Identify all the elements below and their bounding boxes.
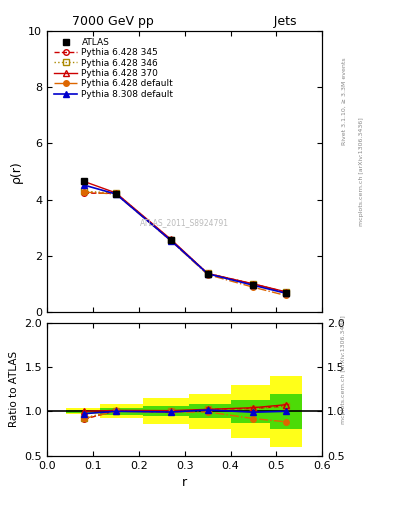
Bar <box>270 394 302 429</box>
Bar <box>189 404 231 418</box>
Bar <box>270 376 302 447</box>
Y-axis label: Ratio to ATLAS: Ratio to ATLAS <box>9 351 19 427</box>
Bar <box>231 400 270 423</box>
Y-axis label: ρ(r): ρ(r) <box>10 160 23 183</box>
Title: 7000 GeV pp                              Jets: 7000 GeV pp Jets <box>72 15 297 28</box>
Bar <box>143 407 189 416</box>
Text: mcplots.cern.ch [arXiv:1306.3436]: mcplots.cern.ch [arXiv:1306.3436] <box>342 315 346 423</box>
Text: mcplots.cern.ch [arXiv:1306.3436]: mcplots.cern.ch [arXiv:1306.3436] <box>359 117 364 226</box>
Legend: ATLAS, Pythia 6.428 345, Pythia 6.428 346, Pythia 6.428 370, Pythia 6.428 defaul: ATLAS, Pythia 6.428 345, Pythia 6.428 34… <box>51 35 176 101</box>
Bar <box>143 398 189 424</box>
Text: ATLAS_2011_S8924791: ATLAS_2011_S8924791 <box>140 218 229 227</box>
Bar <box>100 404 143 418</box>
Bar <box>189 394 231 429</box>
Text: Rivet 3.1.10, ≥ 3.3M events: Rivet 3.1.10, ≥ 3.3M events <box>342 57 346 145</box>
Bar <box>100 408 143 415</box>
Bar <box>231 385 270 438</box>
X-axis label: r: r <box>182 476 187 489</box>
Bar <box>66 410 100 413</box>
Bar <box>66 409 100 414</box>
